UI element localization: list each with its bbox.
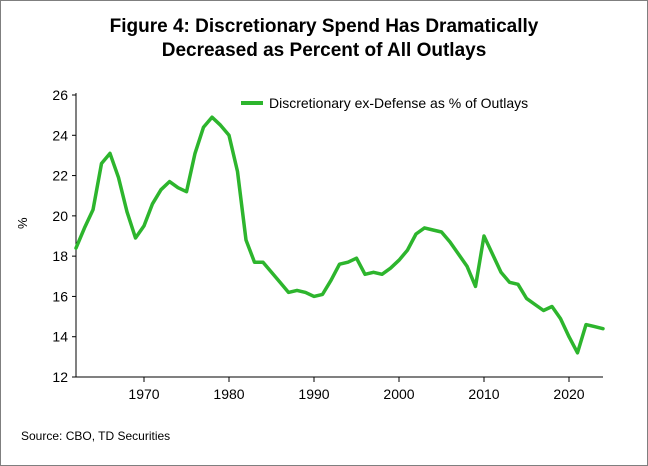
legend-label: Discretionary ex-Defense as % of Outlays [269, 95, 528, 111]
chart-title: Figure 4: Discretionary Spend Has Dramat… [1, 15, 647, 63]
y-tick-label: 24 [52, 127, 68, 143]
y-tick-label: 20 [52, 208, 68, 224]
x-tick-label: 1980 [213, 386, 244, 402]
y-tick-label: 16 [52, 288, 68, 304]
series-line-0 [74, 115, 605, 355]
x-tick-label: 2020 [553, 386, 584, 402]
x-tick-label: 1970 [128, 386, 159, 402]
y-tick-label: 18 [52, 248, 68, 264]
chart-title-line-1: Figure 4: Discretionary Spend Has Dramat… [109, 16, 539, 37]
x-tick-label: 2000 [383, 386, 414, 402]
chart-title-line-2: Decreased as Percent of All Outlays [161, 40, 487, 61]
source-note: Source: CBO, TD Securities [21, 429, 171, 443]
y-axis-label: % [15, 217, 30, 229]
y-tick-label: 22 [52, 168, 68, 184]
y-tick-label: 12 [52, 369, 68, 385]
y-tick-label: 26 [52, 87, 68, 103]
y-tick-label: 14 [52, 329, 68, 345]
x-tick-label: 1990 [298, 386, 329, 402]
x-tick-label: 2010 [468, 386, 499, 402]
